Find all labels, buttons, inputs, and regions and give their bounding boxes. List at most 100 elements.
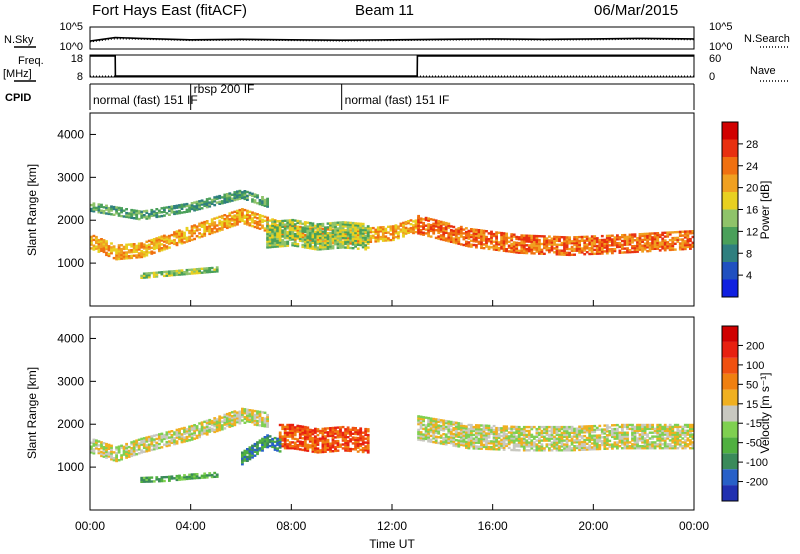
heatmap-cell <box>147 251 151 254</box>
heatmap-cell <box>520 433 524 437</box>
heatmap-cell <box>598 428 602 431</box>
heatmap-cell <box>354 243 357 246</box>
heatmap-cell <box>261 416 264 420</box>
heatmap-cell <box>168 205 171 209</box>
heatmap-cell <box>452 432 456 436</box>
heatmap-cell <box>120 257 123 260</box>
heatmap-cell <box>454 429 458 432</box>
heatmap-cell <box>205 220 209 223</box>
heatmap-cell <box>424 433 428 437</box>
heatmap-cell <box>439 440 443 443</box>
heatmap-cell <box>102 241 106 244</box>
heatmap-cell <box>492 438 496 441</box>
heatmap-cell <box>319 239 322 242</box>
heatmap-cell <box>535 449 539 452</box>
heatmap-cell <box>522 244 526 247</box>
heatmap-cell <box>427 225 430 228</box>
heatmap-cell <box>631 250 634 254</box>
heatmap-cell <box>543 449 546 452</box>
heatmap-cell <box>125 454 128 457</box>
heatmap-cell <box>293 447 297 450</box>
heatmap-cell <box>142 274 146 277</box>
heatmap-cell <box>623 239 627 243</box>
heatmap-cell <box>241 411 244 414</box>
heatmap-cell <box>258 412 262 415</box>
heatmap-cell <box>392 227 395 230</box>
heatmap-cell <box>570 441 574 444</box>
heatmap-cell <box>505 427 508 430</box>
heatmap-cell <box>628 427 632 431</box>
heatmap-cell <box>558 429 561 433</box>
heatmap-cell <box>651 425 654 429</box>
heatmap-cell <box>291 230 295 233</box>
heatmap-cell <box>656 435 660 438</box>
heatmap-cell <box>266 421 269 424</box>
heatmap-cell <box>668 443 672 446</box>
heatmap-cell <box>175 271 179 275</box>
heatmap-cell <box>324 448 327 452</box>
heatmap-cell <box>442 223 446 226</box>
heatmap-cell <box>160 446 164 449</box>
heatmap-cell <box>215 473 219 476</box>
heatmap-cell <box>147 276 151 279</box>
heatmap-cell <box>444 237 448 240</box>
noise-tick-right-top: 10^5 <box>709 21 733 33</box>
heatmap-cell <box>152 273 156 276</box>
heatmap-cell <box>223 423 227 426</box>
heatmap-cell <box>117 253 121 257</box>
heatmap-cell <box>417 214 420 218</box>
heatmap-cell <box>228 421 232 424</box>
heatmap-cell <box>117 451 121 454</box>
heatmap-cell <box>681 429 685 432</box>
heatmap-cell <box>120 244 123 247</box>
heatmap-cell <box>495 426 498 430</box>
heatmap-cell <box>653 447 657 450</box>
heatmap-cell <box>422 433 425 436</box>
heatmap-cell <box>661 431 665 434</box>
heatmap-cell <box>115 446 118 449</box>
heatmap-cell <box>303 439 307 442</box>
heatmap-cell <box>173 205 176 208</box>
heatmap-cell <box>598 436 602 439</box>
heatmap-cell <box>565 242 569 245</box>
heatmap-cell <box>115 254 118 257</box>
heatmap-cell <box>241 213 244 217</box>
heatmap-cell <box>183 478 186 481</box>
heatmap-cell <box>543 246 546 250</box>
heatmap-cell <box>246 414 249 417</box>
heatmap-cell <box>125 456 128 459</box>
heatmap-cell <box>673 248 677 251</box>
heatmap-cell <box>376 228 380 231</box>
heatmap-cell <box>527 443 531 446</box>
heatmap-cell <box>95 206 98 210</box>
heatmap-cell <box>616 427 619 431</box>
heatmap-cell <box>568 238 571 241</box>
heatmap-cell <box>243 197 247 201</box>
heatmap-cell <box>598 447 602 451</box>
heatmap-cell <box>472 429 476 433</box>
heatmap-cell <box>366 428 370 431</box>
heatmap-cell <box>152 480 156 483</box>
heatmap-cell <box>341 226 345 230</box>
heatmap-cell <box>306 227 310 230</box>
heatmap-cell <box>246 190 249 194</box>
heatmap-cell <box>555 441 559 444</box>
heatmap-cell <box>168 236 171 240</box>
heatmap-cell <box>459 227 463 231</box>
heatmap-cell <box>324 245 327 249</box>
heatmap-cell <box>527 449 531 452</box>
heatmap-cell <box>623 425 627 429</box>
heatmap-cell <box>170 441 174 444</box>
heatmap-cell <box>575 431 579 434</box>
heatmap-cell <box>152 212 156 215</box>
heatmap-cell <box>409 219 413 222</box>
heatmap-cell <box>683 429 687 432</box>
heatmap-cell <box>419 415 423 418</box>
heatmap-cell <box>185 208 189 211</box>
heatmap-cell <box>676 230 680 234</box>
heatmap-cell <box>631 431 634 434</box>
heatmap-cell <box>578 245 581 248</box>
heatmap-cell <box>132 250 136 254</box>
heatmap-cell <box>545 246 549 250</box>
heatmap-cell <box>530 445 534 448</box>
